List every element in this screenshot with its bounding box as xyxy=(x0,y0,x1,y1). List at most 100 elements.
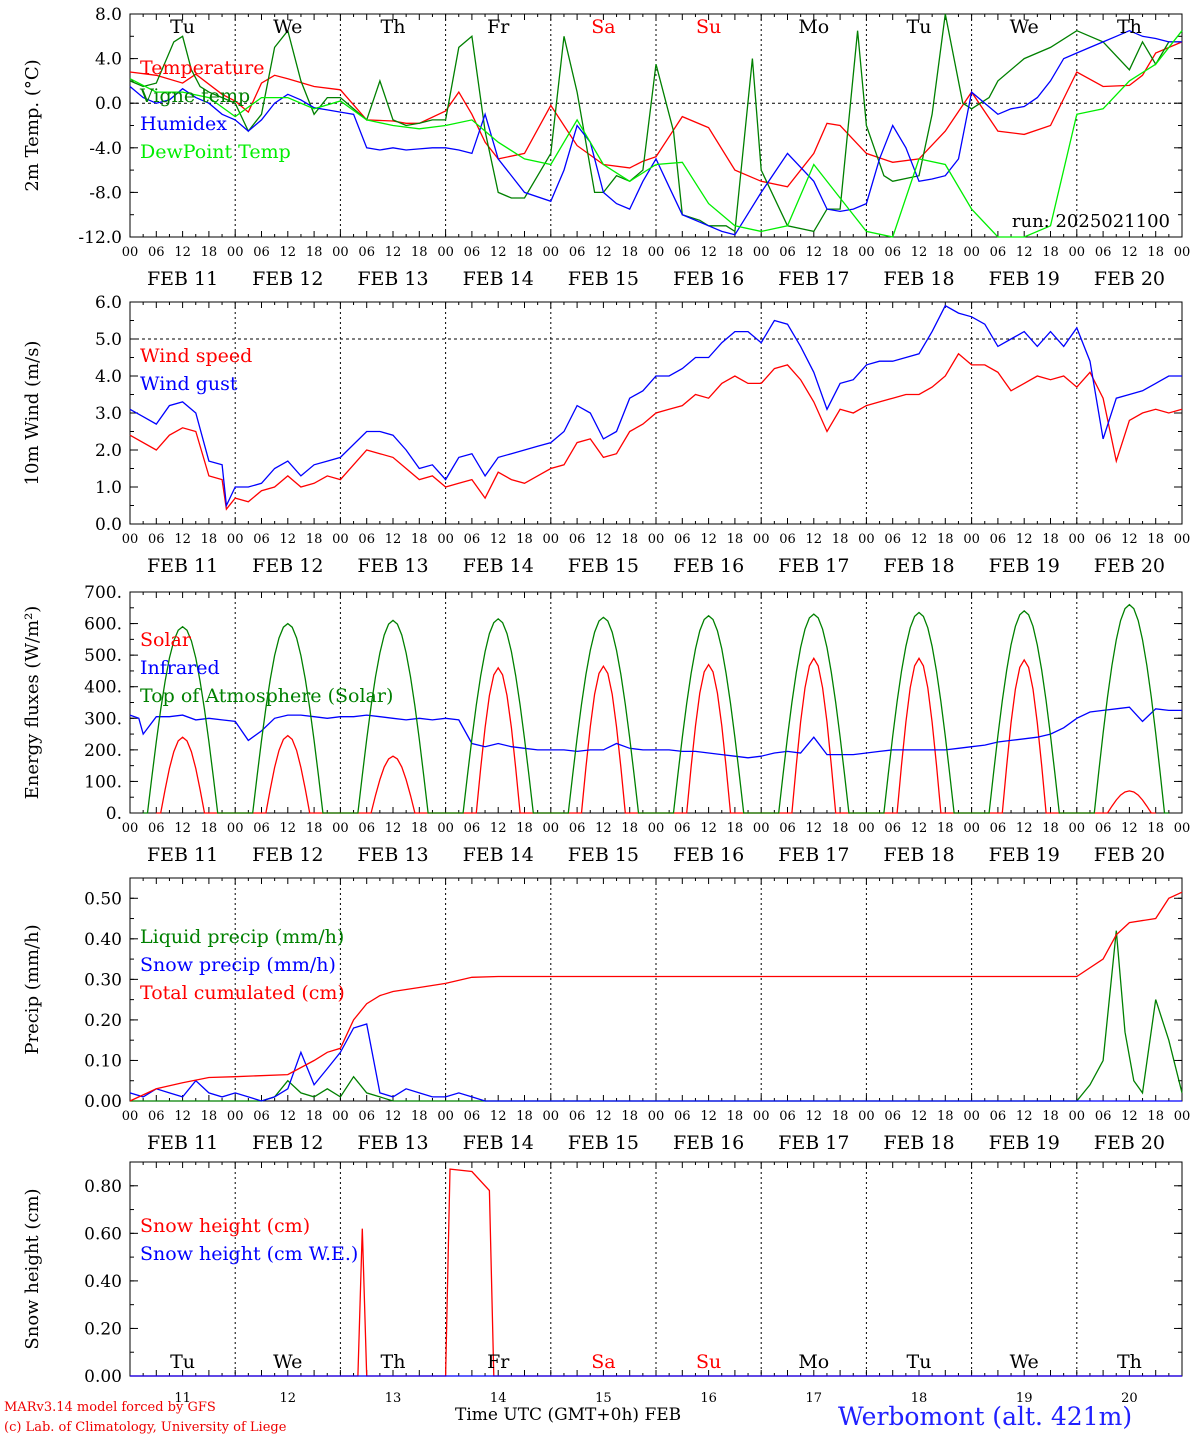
y-tick-label: 0.0 xyxy=(95,515,122,535)
hour-tick-label: 06 xyxy=(358,245,375,260)
hour-tick-label: 06 xyxy=(674,821,691,836)
hour-tick-label: 18 xyxy=(937,532,954,547)
legend-total-cumulated-cm: Total cumulated (cm) xyxy=(140,982,345,1004)
weekday-label: Tu xyxy=(170,1351,195,1373)
hour-tick-label: 12 xyxy=(280,245,297,260)
date-label: FEB 15 xyxy=(568,268,639,290)
hour-tick-label: 00 xyxy=(227,821,244,836)
y-tick-label: 0.20 xyxy=(84,1319,122,1339)
hour-tick-label: 12 xyxy=(490,532,507,547)
y-tick-label: 0.80 xyxy=(84,1177,122,1197)
hour-tick-label: 00 xyxy=(858,245,875,260)
date-label: FEB 12 xyxy=(252,555,323,577)
hour-tick-label: 00 xyxy=(1174,1109,1191,1124)
hour-tick-label: 18 xyxy=(832,1109,849,1124)
date-label: FEB 20 xyxy=(1094,844,1165,866)
y-tick-label: 3.0 xyxy=(95,404,122,424)
y-tick-label: 200. xyxy=(84,741,122,761)
series-infrared xyxy=(129,706,1182,759)
date-label: FEB 14 xyxy=(463,844,534,866)
date-label: FEB 16 xyxy=(673,1132,744,1154)
hour-tick-label: 18 xyxy=(201,532,218,547)
hour-tick-label: 18 xyxy=(201,1109,218,1124)
hour-tick-label: 12 xyxy=(280,532,297,547)
weekday-label: Sa xyxy=(591,16,615,38)
legend-temperature: Temperature xyxy=(140,57,264,79)
hour-tick-label: 00 xyxy=(963,1109,980,1124)
hour-tick-label: 00 xyxy=(543,1109,560,1124)
hour-tick-label: 12 xyxy=(1016,1109,1033,1124)
date-label: FEB 16 xyxy=(673,844,744,866)
hour-tick-label: 00 xyxy=(648,532,665,547)
hour-tick-label: 00 xyxy=(122,532,139,547)
hour-tick-label: 00 xyxy=(963,532,980,547)
date-label: FEB 20 xyxy=(1094,555,1165,577)
hour-tick-label: 12 xyxy=(385,821,402,836)
weekday-label: Th xyxy=(381,1351,406,1373)
hour-tick-label: 12 xyxy=(1016,245,1033,260)
hour-tick-label: 12 xyxy=(1121,1109,1138,1124)
weekday-label: Mo xyxy=(798,1351,829,1373)
day-number-label: 11 xyxy=(174,1391,191,1406)
y-tick-label: -8.0 xyxy=(89,183,122,203)
legend-solar: Solar xyxy=(140,629,192,651)
y-tick-label: 4.0 xyxy=(95,50,122,70)
hour-tick-label: 00 xyxy=(332,532,349,547)
hour-tick-label: 06 xyxy=(1095,245,1112,260)
y-axis-label: Snow height (cm) xyxy=(22,1188,43,1349)
hour-tick-label: 18 xyxy=(201,821,218,836)
y-tick-label: 700. xyxy=(84,583,122,603)
hour-tick-label: 18 xyxy=(411,1109,428,1124)
hour-tick-label: 12 xyxy=(700,1109,717,1124)
hour-tick-label: 12 xyxy=(490,821,507,836)
hour-tick-label: 00 xyxy=(227,1109,244,1124)
y-tick-label: 0.40 xyxy=(84,930,122,950)
hour-tick-label: 06 xyxy=(1095,821,1112,836)
date-label: FEB 19 xyxy=(989,844,1060,866)
date-label: FEB 18 xyxy=(883,555,954,577)
weekday-label: Fr xyxy=(487,1351,510,1373)
hour-tick-label: 00 xyxy=(332,821,349,836)
hour-tick-label: 18 xyxy=(621,532,638,547)
hour-tick-label: 06 xyxy=(358,1109,375,1124)
weekday-label: Mo xyxy=(798,16,829,38)
hour-tick-label: 06 xyxy=(779,532,796,547)
hour-tick-label: 00 xyxy=(1069,821,1086,836)
weekday-label: Su xyxy=(696,16,721,38)
hour-tick-label: 00 xyxy=(858,821,875,836)
hour-tick-label: 00 xyxy=(1174,245,1191,260)
hour-tick-label: 00 xyxy=(648,821,665,836)
weekday-label: Sa xyxy=(591,1351,615,1373)
hour-tick-label: 18 xyxy=(201,245,218,260)
x-axis-label: Time UTC (GMT+0h) xyxy=(455,1405,640,1425)
hour-tick-label: 18 xyxy=(937,245,954,260)
weekday-label: Th xyxy=(1117,1351,1142,1373)
date-label: FEB 11 xyxy=(147,268,218,290)
legend-dewpoint-temp: DewPoint Temp xyxy=(140,141,291,163)
hour-tick-label: 18 xyxy=(621,1109,638,1124)
hour-tick-label: 00 xyxy=(332,1109,349,1124)
y-tick-label: 2.0 xyxy=(95,441,122,461)
legend-infrared: Infrared xyxy=(140,657,220,679)
hour-tick-label: 06 xyxy=(884,532,901,547)
hour-tick-label: 06 xyxy=(674,532,691,547)
weekday-label: We xyxy=(1010,16,1039,38)
model-credit: MARv3.14 model forced by GFS xyxy=(4,1400,216,1415)
date-label: FEB 17 xyxy=(778,555,849,577)
hour-tick-label: 12 xyxy=(1121,245,1138,260)
y-tick-label: 0.40 xyxy=(84,1272,122,1292)
hour-tick-label: 00 xyxy=(648,245,665,260)
weekday-label: Fr xyxy=(487,16,510,38)
hour-tick-label: 18 xyxy=(937,1109,954,1124)
hour-tick-label: 00 xyxy=(122,1109,139,1124)
series-top-of-atmosphere-solar xyxy=(143,603,1169,814)
hour-tick-label: 18 xyxy=(411,245,428,260)
hour-tick-label: 18 xyxy=(516,532,533,547)
hour-tick-label: 06 xyxy=(358,532,375,547)
hour-tick-label: 00 xyxy=(963,821,980,836)
y-tick-label: 600. xyxy=(84,615,122,635)
y-axis-label: 10m Wind (m/s) xyxy=(22,341,43,486)
x-axis-title: Time UTC (GMT+0h) FEB xyxy=(455,1405,681,1425)
day-number-label: 18 xyxy=(911,1391,928,1406)
series-snow-height-cm xyxy=(130,1168,1182,1377)
